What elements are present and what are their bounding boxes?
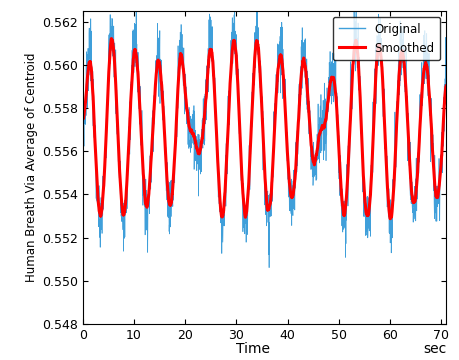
Original [418,77,423,81]
Smoothed [203,97,208,101]
Smoothed [80,117,85,121]
Original [276,42,282,47]
Smoothed [418,97,423,101]
Smoothed [238,168,244,172]
Legend: Original, Smoothed: Original, Smoothed [332,17,439,60]
Original [266,265,271,270]
Smoothed [293,150,299,155]
Original [238,157,244,162]
Original [80,102,85,106]
Smoothed [442,84,448,88]
Original [293,170,299,174]
Smoothed [276,57,281,62]
Smoothed [386,217,392,221]
Original [437,155,442,159]
Text: sec: sec [422,342,445,356]
Smoothed [108,36,114,41]
Line: Smoothed: Smoothed [83,39,445,219]
Smoothed [437,167,442,171]
Original [442,47,448,51]
Original [202,96,208,101]
Line: Original: Original [83,0,445,267]
Y-axis label: Human Breath Via Average of Centroid: Human Breath Via Average of Centroid [25,53,38,282]
Text: Time: Time [235,342,269,356]
